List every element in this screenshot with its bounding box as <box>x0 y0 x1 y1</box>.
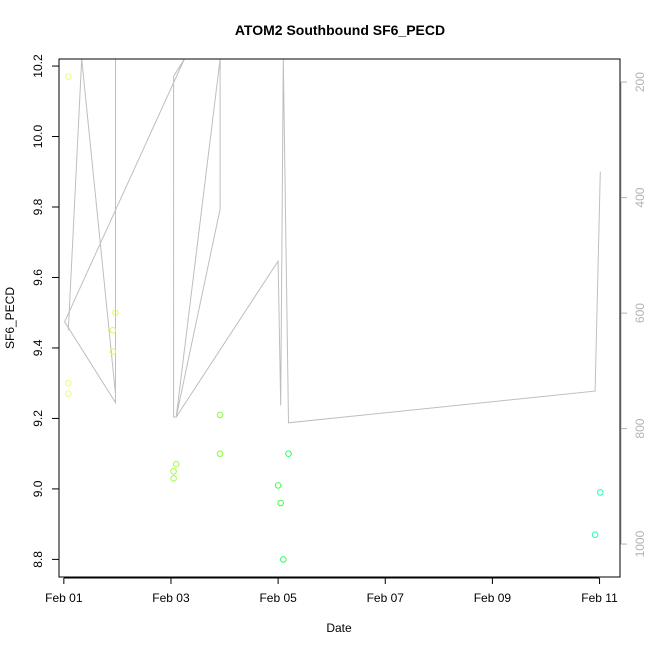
data-point <box>597 489 604 496</box>
y2-tick-label: 400 <box>633 187 647 207</box>
x-tick-label: Feb 05 <box>259 591 297 605</box>
y-tick-label: 10.2 <box>31 54 45 78</box>
x-axis: Feb 01 Feb 03 Feb 05 Feb 07 Feb 09 Feb 11 <box>45 577 618 605</box>
y2-tick-label: 800 <box>633 418 647 438</box>
data-point <box>112 309 119 317</box>
data-point <box>65 73 72 80</box>
y2-tick-label: 1000 <box>633 530 647 557</box>
data-point <box>280 556 287 563</box>
data-point <box>216 411 224 419</box>
data-point <box>65 390 72 398</box>
y-tick-label: 8.8 <box>31 551 45 568</box>
y2-axis: 200 400 600 800 1000 <box>620 72 647 557</box>
data-point <box>274 482 282 489</box>
x-tick-label: Feb 01 <box>45 591 83 605</box>
y2-tick-label: 200 <box>633 72 647 92</box>
y-tick-label: 9.6 <box>31 269 45 286</box>
x-tick-label: Feb 07 <box>367 591 405 605</box>
plot-frame <box>58 58 621 578</box>
y-tick-label: 9.2 <box>31 410 45 427</box>
y-tick-label: 9.0 <box>31 480 45 497</box>
chart-title: ATOM2 Southbound SF6_PECD <box>235 22 445 38</box>
altitude-trace <box>64 58 601 424</box>
data-point <box>285 450 292 458</box>
altitude-line <box>64 58 601 424</box>
x-tick-label: Feb 11 <box>581 591 618 605</box>
x-axis-label: Date <box>326 621 352 635</box>
data-point <box>109 327 117 334</box>
y-axis: 8.8 9.0 9.2 9.4 9.6 9.8 10.0 10.2 <box>31 54 60 568</box>
x-tick-label: Feb 09 <box>474 591 512 605</box>
data-point <box>172 460 180 468</box>
data-point <box>591 531 599 539</box>
y-tick-label: 9.8 <box>31 198 45 215</box>
y2-tick-label: 600 <box>633 303 647 323</box>
scatter-points <box>65 73 604 563</box>
data-point <box>170 468 177 475</box>
data-point <box>65 379 72 387</box>
y-tick-label: 9.4 <box>31 339 45 356</box>
data-point <box>109 348 117 355</box>
data-point <box>216 450 224 458</box>
data-point <box>277 499 285 507</box>
y-axis-label: SF6_PECD <box>3 287 17 349</box>
data-point <box>170 475 177 482</box>
x-tick-label: Feb 03 <box>152 591 190 605</box>
y-tick-label: 10.0 <box>31 125 45 149</box>
